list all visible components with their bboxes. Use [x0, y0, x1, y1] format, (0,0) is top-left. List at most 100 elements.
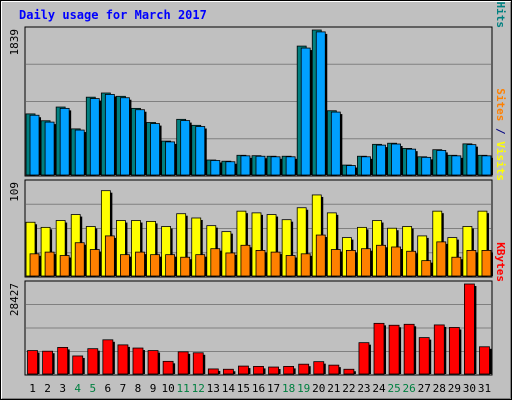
bar-fill: [44, 251, 55, 277]
bar-files-7: [120, 97, 132, 176]
bar-files-9: [150, 123, 162, 176]
bar-fill: [89, 98, 100, 176]
bar-fill: [451, 256, 462, 277]
bar-fill: [328, 364, 340, 375]
x-tick-label: 22: [342, 382, 355, 395]
bar-files-11: [180, 120, 192, 176]
bar-fill: [406, 250, 417, 277]
bar-fill: [433, 324, 445, 375]
bar-sites-26: [406, 250, 418, 277]
bar-fill: [165, 141, 176, 176]
x-tick-label: 23: [357, 382, 370, 395]
bar-sites-25: [391, 246, 403, 277]
bar-fill: [361, 248, 371, 277]
chart-title: Daily usage for March 2017: [19, 8, 207, 22]
bar-sites-17: [270, 251, 283, 277]
bar-fill: [270, 251, 281, 277]
bar-fill: [210, 248, 221, 277]
x-tick-label: 3: [59, 382, 66, 395]
bar-sites-16: [255, 250, 267, 277]
bar-fill: [238, 365, 249, 375]
bar-fill: [150, 254, 160, 277]
bar-kbytes-15: [238, 365, 251, 375]
bar-sites-21: [330, 249, 343, 277]
bar-kbytes-4: [72, 355, 85, 375]
bar-fill: [162, 360, 174, 375]
bar-sites-22: [345, 250, 358, 277]
bar-fill: [270, 156, 281, 176]
bar-kbytes-12: [192, 352, 206, 375]
panel-top-side-label: Pages / Files / Hits: [494, 0, 507, 28]
bar-fill: [74, 242, 85, 277]
bar-kbytes-30: [464, 283, 477, 375]
bar-fill: [195, 126, 206, 176]
bar-fill: [300, 253, 311, 277]
bar-fill: [44, 121, 55, 176]
bar-fill: [376, 144, 386, 176]
bar-fill: [345, 250, 356, 277]
bar-files-6: [104, 94, 117, 176]
bar-kbytes-29: [448, 327, 462, 375]
bar-sites-3: [59, 255, 72, 277]
bar-files-8: [135, 109, 147, 176]
bar-fill: [255, 250, 266, 277]
bar-files-20: [315, 31, 328, 176]
bar-sites-5: [89, 249, 102, 277]
panel-top-side-label-part: Hits: [494, 2, 507, 29]
bar-fill: [421, 260, 432, 277]
bar-sites-24: [376, 244, 388, 277]
bar-fill: [59, 107, 70, 176]
bar-kbytes-13: [207, 368, 221, 375]
bar-kbytes-17: [268, 366, 281, 375]
x-tick-label: 6: [105, 382, 112, 395]
bar-fill: [268, 366, 279, 375]
bar-fill: [102, 339, 114, 375]
bar-fill: [165, 254, 176, 277]
x-tick-label: 24: [372, 382, 386, 395]
bar-files-27: [421, 156, 433, 176]
panel-middle: 109 Sites / Visits: [8, 88, 507, 278]
x-tick-label: 11: [177, 382, 190, 395]
bar-files-29: [451, 155, 463, 176]
bar-sites-9: [150, 254, 162, 277]
bar-sites-12: [195, 254, 207, 277]
bar-fill: [436, 241, 447, 277]
x-tick-label: 20: [312, 382, 325, 395]
bar-kbytes-22: [343, 368, 356, 375]
bar-files-1: [29, 114, 42, 176]
bar-fill: [180, 256, 191, 277]
bar-fill: [300, 47, 311, 176]
bar-fill: [466, 250, 477, 277]
bar-kbytes-21: [328, 364, 341, 375]
bar-fill: [421, 156, 432, 176]
bar-files-3: [59, 107, 72, 176]
bar-fill: [481, 155, 492, 176]
bar-kbytes-19: [298, 363, 311, 375]
panel-bottom: 28427 KBytes: [8, 242, 507, 376]
bar-files-26: [406, 148, 418, 176]
bar-sites-1: [29, 253, 42, 277]
panels-group: 1839 Pages / Files / Hits 109 Sites / Visit…: [8, 0, 507, 376]
bar-fill: [150, 123, 160, 176]
bar-fill: [330, 249, 341, 277]
bar-kbytes-2: [42, 350, 55, 375]
bar-fill: [207, 368, 219, 375]
x-tick-labels: 1 2 3 4 5 6 7 8 9 10 11 12 13 14 15 16 17 18 19 20 21 22 23 24 2…: [29, 382, 491, 395]
x-tick-label: 31: [478, 382, 491, 395]
panel-bottom-side-label: KBytes: [494, 242, 507, 282]
bar-kbytes-5: [87, 348, 100, 375]
bar-files-12: [195, 126, 207, 176]
bar-fill: [132, 347, 144, 375]
bar-fill: [466, 144, 477, 176]
bar-fill: [29, 114, 40, 176]
panel-middle-side-label-part: Sites: [494, 88, 507, 121]
bar-kbytes-7: [117, 344, 130, 375]
x-tick-label: 4: [74, 382, 81, 395]
bar-files-22: [345, 165, 358, 176]
x-tick-label: 1: [29, 382, 36, 395]
bar-kbytes-8: [132, 347, 145, 375]
bar-files-25: [391, 143, 403, 176]
bar-sites-4: [74, 242, 87, 277]
bar-fill: [330, 111, 341, 176]
